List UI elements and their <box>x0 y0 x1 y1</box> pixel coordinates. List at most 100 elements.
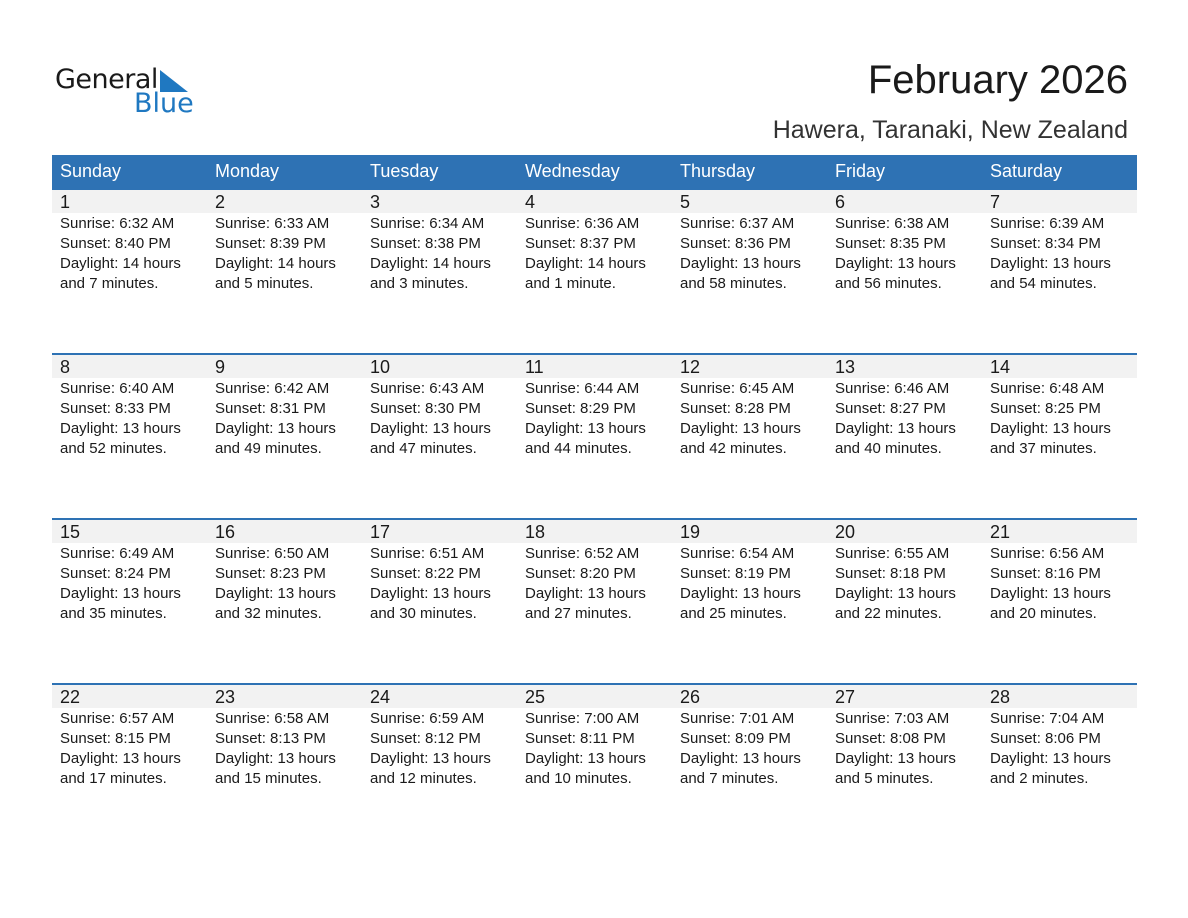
sunrise-text: Sunrise: 6:59 AM <box>370 710 485 727</box>
week-row: 15 16 17 18 19 20 21 Sunrise: 6:49 AM Sunset: 8:… <box>52 518 1137 683</box>
minutes-text: and 1 minute. <box>525 275 616 292</box>
sunrise-text: Sunrise: 7:03 AM <box>835 710 950 727</box>
day-cell: Sunrise: 6:58 AM Sunset: 8:13 PM Daylight:… <box>207 708 362 789</box>
day-cell: Sunrise: 7:01 AM Sunset: 8:09 PM Daylight:… <box>672 708 827 789</box>
day-number: 8 <box>60 357 71 377</box>
daylight-text: Daylight: 14 hours <box>370 255 491 272</box>
sunrise-text: Sunrise: 6:46 AM <box>835 380 950 397</box>
sunrise-text: Sunrise: 6:54 AM <box>680 545 795 562</box>
day-cell: Sunrise: 6:49 AM Sunset: 8:24 PM Daylight:… <box>52 543 207 624</box>
day-cell: Sunrise: 6:44 AM Sunset: 8:29 PM Daylight:… <box>517 378 672 459</box>
sunrise-text: Sunrise: 6:36 AM <box>525 215 640 232</box>
day-cell: Sunrise: 6:37 AM Sunset: 8:36 PM Daylight:… <box>672 213 827 294</box>
minutes-text: and 32 minutes. <box>215 605 322 622</box>
day-cell: Sunrise: 6:36 AM Sunset: 8:37 PM Daylight:… <box>517 213 672 294</box>
sunrise-text: Sunrise: 6:51 AM <box>370 545 485 562</box>
day-number: 27 <box>835 687 856 707</box>
minutes-text: and 40 minutes. <box>835 440 942 457</box>
minutes-text: and 10 minutes. <box>525 770 632 787</box>
day-number: 21 <box>990 522 1011 542</box>
daylight-text: Daylight: 13 hours <box>835 255 956 272</box>
sunset-text: Sunset: 8:39 PM <box>215 235 326 252</box>
weekday-sunday: Sunday <box>60 161 122 181</box>
daylight-text: Daylight: 13 hours <box>680 255 801 272</box>
daylight-text: Daylight: 13 hours <box>525 420 646 437</box>
daylight-text: Daylight: 13 hours <box>835 420 956 437</box>
sunset-text: Sunset: 8:34 PM <box>990 235 1101 252</box>
sunset-text: Sunset: 8:25 PM <box>990 400 1101 417</box>
sunset-text: Sunset: 8:06 PM <box>990 730 1101 747</box>
day-cell: Sunrise: 6:38 AM Sunset: 8:35 PM Daylight:… <box>827 213 982 294</box>
sunset-text: Sunset: 8:30 PM <box>370 400 481 417</box>
sunrise-text: Sunrise: 6:44 AM <box>525 380 640 397</box>
daylight-text: Daylight: 13 hours <box>525 750 646 767</box>
minutes-text: and 49 minutes. <box>215 440 322 457</box>
weekday-tuesday: Tuesday <box>370 161 439 181</box>
minutes-text: and 7 minutes. <box>680 770 779 787</box>
day-cell: Sunrise: 6:48 AM Sunset: 8:25 PM Daylight:… <box>982 378 1137 459</box>
sunset-text: Sunset: 8:31 PM <box>215 400 326 417</box>
logo-text-blue: Blue <box>134 88 194 119</box>
sunrise-text: Sunrise: 6:48 AM <box>990 380 1105 397</box>
day-cell: Sunrise: 6:33 AM Sunset: 8:39 PM Daylight:… <box>207 213 362 294</box>
sunset-text: Sunset: 8:38 PM <box>370 235 481 252</box>
sunset-text: Sunset: 8:36 PM <box>680 235 791 252</box>
sunset-text: Sunset: 8:15 PM <box>60 730 171 747</box>
day-number: 15 <box>60 522 81 542</box>
day-number: 17 <box>370 522 391 542</box>
day-cell: Sunrise: 7:03 AM Sunset: 8:08 PM Daylight:… <box>827 708 982 789</box>
day-cell: Sunrise: 6:42 AM Sunset: 8:31 PM Daylight:… <box>207 378 362 459</box>
day-number-row: 15 16 17 18 19 20 21 <box>52 520 1137 543</box>
sunrise-text: Sunrise: 6:34 AM <box>370 215 485 232</box>
minutes-text: and 30 minutes. <box>370 605 477 622</box>
daylight-text: Daylight: 13 hours <box>370 585 491 602</box>
daylight-text: Daylight: 13 hours <box>60 420 181 437</box>
week-row: 1 2 3 4 5 6 7 Sunrise: 6:32 AM Sunset: 8:40 PM Da… <box>52 188 1137 353</box>
minutes-text: and 58 minutes. <box>680 275 787 292</box>
day-info-row: Sunrise: 6:32 AM Sunset: 8:40 PM Daylight:… <box>52 213 1137 294</box>
minutes-text: and 54 minutes. <box>990 275 1097 292</box>
minutes-text: and 3 minutes. <box>370 275 469 292</box>
sunrise-text: Sunrise: 6:32 AM <box>60 215 175 232</box>
minutes-text: and 5 minutes. <box>215 275 314 292</box>
sunrise-text: Sunrise: 6:52 AM <box>525 545 640 562</box>
sunset-text: Sunset: 8:22 PM <box>370 565 481 582</box>
day-info-row: Sunrise: 6:49 AM Sunset: 8:24 PM Daylight:… <box>52 543 1137 624</box>
logo-text-general: General <box>55 64 158 95</box>
calendar-grid: Sunday Monday Tuesday Wednesday Thursday Frid… <box>52 155 1137 848</box>
sunrise-text: Sunrise: 6:55 AM <box>835 545 950 562</box>
weekday-thursday: Thursday <box>680 161 756 181</box>
day-number: 5 <box>680 192 691 212</box>
daylight-text: Daylight: 13 hours <box>215 585 336 602</box>
day-cell: Sunrise: 6:45 AM Sunset: 8:28 PM Daylight:… <box>672 378 827 459</box>
day-cell: Sunrise: 6:40 AM Sunset: 8:33 PM Daylight:… <box>52 378 207 459</box>
minutes-text: and 52 minutes. <box>60 440 167 457</box>
daylight-text: Daylight: 14 hours <box>525 255 646 272</box>
day-number: 24 <box>370 687 391 707</box>
sunrise-text: Sunrise: 7:01 AM <box>680 710 795 727</box>
sunset-text: Sunset: 8:27 PM <box>835 400 946 417</box>
day-cell: Sunrise: 7:04 AM Sunset: 8:06 PM Daylight:… <box>982 708 1137 789</box>
daylight-text: Daylight: 13 hours <box>60 585 181 602</box>
daylight-text: Daylight: 13 hours <box>370 420 491 437</box>
day-cell: Sunrise: 6:57 AM Sunset: 8:15 PM Daylight:… <box>52 708 207 789</box>
daylight-text: Daylight: 13 hours <box>525 585 646 602</box>
day-cell: Sunrise: 6:51 AM Sunset: 8:22 PM Daylight:… <box>362 543 517 624</box>
day-cell: Sunrise: 6:50 AM Sunset: 8:23 PM Daylight:… <box>207 543 362 624</box>
weekday-wednesday: Wednesday <box>525 161 620 181</box>
sunrise-text: Sunrise: 6:57 AM <box>60 710 175 727</box>
sunset-text: Sunset: 8:16 PM <box>990 565 1101 582</box>
sunrise-text: Sunrise: 6:37 AM <box>680 215 795 232</box>
day-number: 10 <box>370 357 391 377</box>
sunset-text: Sunset: 8:35 PM <box>835 235 946 252</box>
day-info-row: Sunrise: 6:57 AM Sunset: 8:15 PM Daylight:… <box>52 708 1137 789</box>
day-number: 14 <box>990 357 1011 377</box>
weekday-monday: Monday <box>215 161 280 181</box>
day-number: 3 <box>370 192 381 212</box>
day-number: 26 <box>680 687 701 707</box>
day-number: 12 <box>680 357 701 377</box>
day-number-row: 22 23 24 25 26 27 28 <box>52 685 1137 708</box>
minutes-text: and 44 minutes. <box>525 440 632 457</box>
day-cell: Sunrise: 6:52 AM Sunset: 8:20 PM Daylight:… <box>517 543 672 624</box>
sunrise-text: Sunrise: 6:38 AM <box>835 215 950 232</box>
